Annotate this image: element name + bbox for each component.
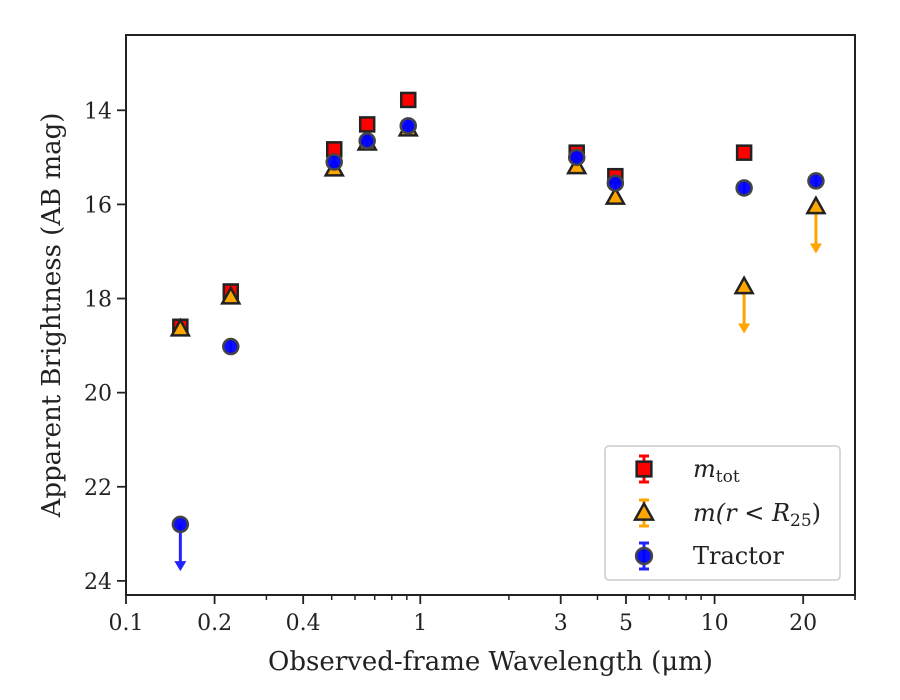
- limit-arrow-head: [174, 561, 187, 572]
- limit-arrow-head: [809, 243, 822, 254]
- legend-label: Tractor: [693, 542, 784, 570]
- y-axis-ticks: 14 16 18 20 22 24: [84, 99, 126, 595]
- marker-circle: [171, 515, 190, 534]
- marker-circle: [606, 174, 625, 192]
- marker-circle: [358, 132, 376, 150]
- marker-circle: [399, 117, 417, 135]
- y-axis-label: Apparent Brightness (AB mag): [37, 113, 67, 519]
- marker-square: [358, 116, 376, 133]
- marker-circle: [735, 179, 753, 197]
- x-tick-label: 0.1: [109, 611, 144, 636]
- marker-triangle: [733, 275, 755, 295]
- x-tick-label: 3: [554, 611, 568, 636]
- x-tick-label: 0.4: [286, 611, 321, 636]
- marker-circle: [222, 337, 240, 356]
- y-tick-label: 24: [84, 570, 112, 595]
- y-tick-label: 16: [84, 193, 112, 218]
- marker-circle: [634, 546, 654, 566]
- y-tick-label: 20: [84, 382, 112, 407]
- marker-circle: [807, 172, 825, 190]
- legend-box: [604, 445, 841, 581]
- y-tick-label: 18: [84, 288, 112, 313]
- series-square: [172, 91, 753, 336]
- marker-square: [635, 460, 653, 478]
- limit-arrow-head: [738, 323, 751, 334]
- series-circle: [171, 117, 825, 572]
- x-axis-ticks: 0.1 0.2 0.4 1 3 5 10 20: [109, 595, 856, 636]
- marker-triangle: [220, 285, 242, 305]
- marker-triangle: [604, 185, 627, 205]
- marker-triangle: [169, 317, 192, 337]
- marker-square: [399, 91, 417, 109]
- legend: mtot m(r < R25) Tractor: [604, 445, 841, 581]
- marker-circle: [567, 148, 586, 167]
- x-tick-label: 10: [701, 611, 729, 636]
- x-axis-label: Observed-frame Wavelength (μm): [268, 647, 713, 677]
- plot-marks: [169, 91, 827, 572]
- x-tick-label: 0.2: [197, 611, 232, 636]
- marker-circle: [325, 153, 343, 171]
- marker-triangle: [805, 195, 827, 215]
- marker-square: [735, 144, 753, 161]
- x-tick-label: 1: [413, 611, 427, 636]
- series-triangle: [169, 117, 827, 337]
- x-tick-label: 20: [789, 611, 817, 636]
- y-tick-label: 14: [84, 99, 112, 124]
- plot-frame: [125, 34, 856, 596]
- y-tick-label: 22: [84, 476, 112, 501]
- marker-triangle: [632, 500, 656, 521]
- x-tick-label: 5: [619, 611, 633, 636]
- legend-label: m(r < R25): [693, 499, 821, 531]
- legend-label: mtot: [693, 455, 740, 487]
